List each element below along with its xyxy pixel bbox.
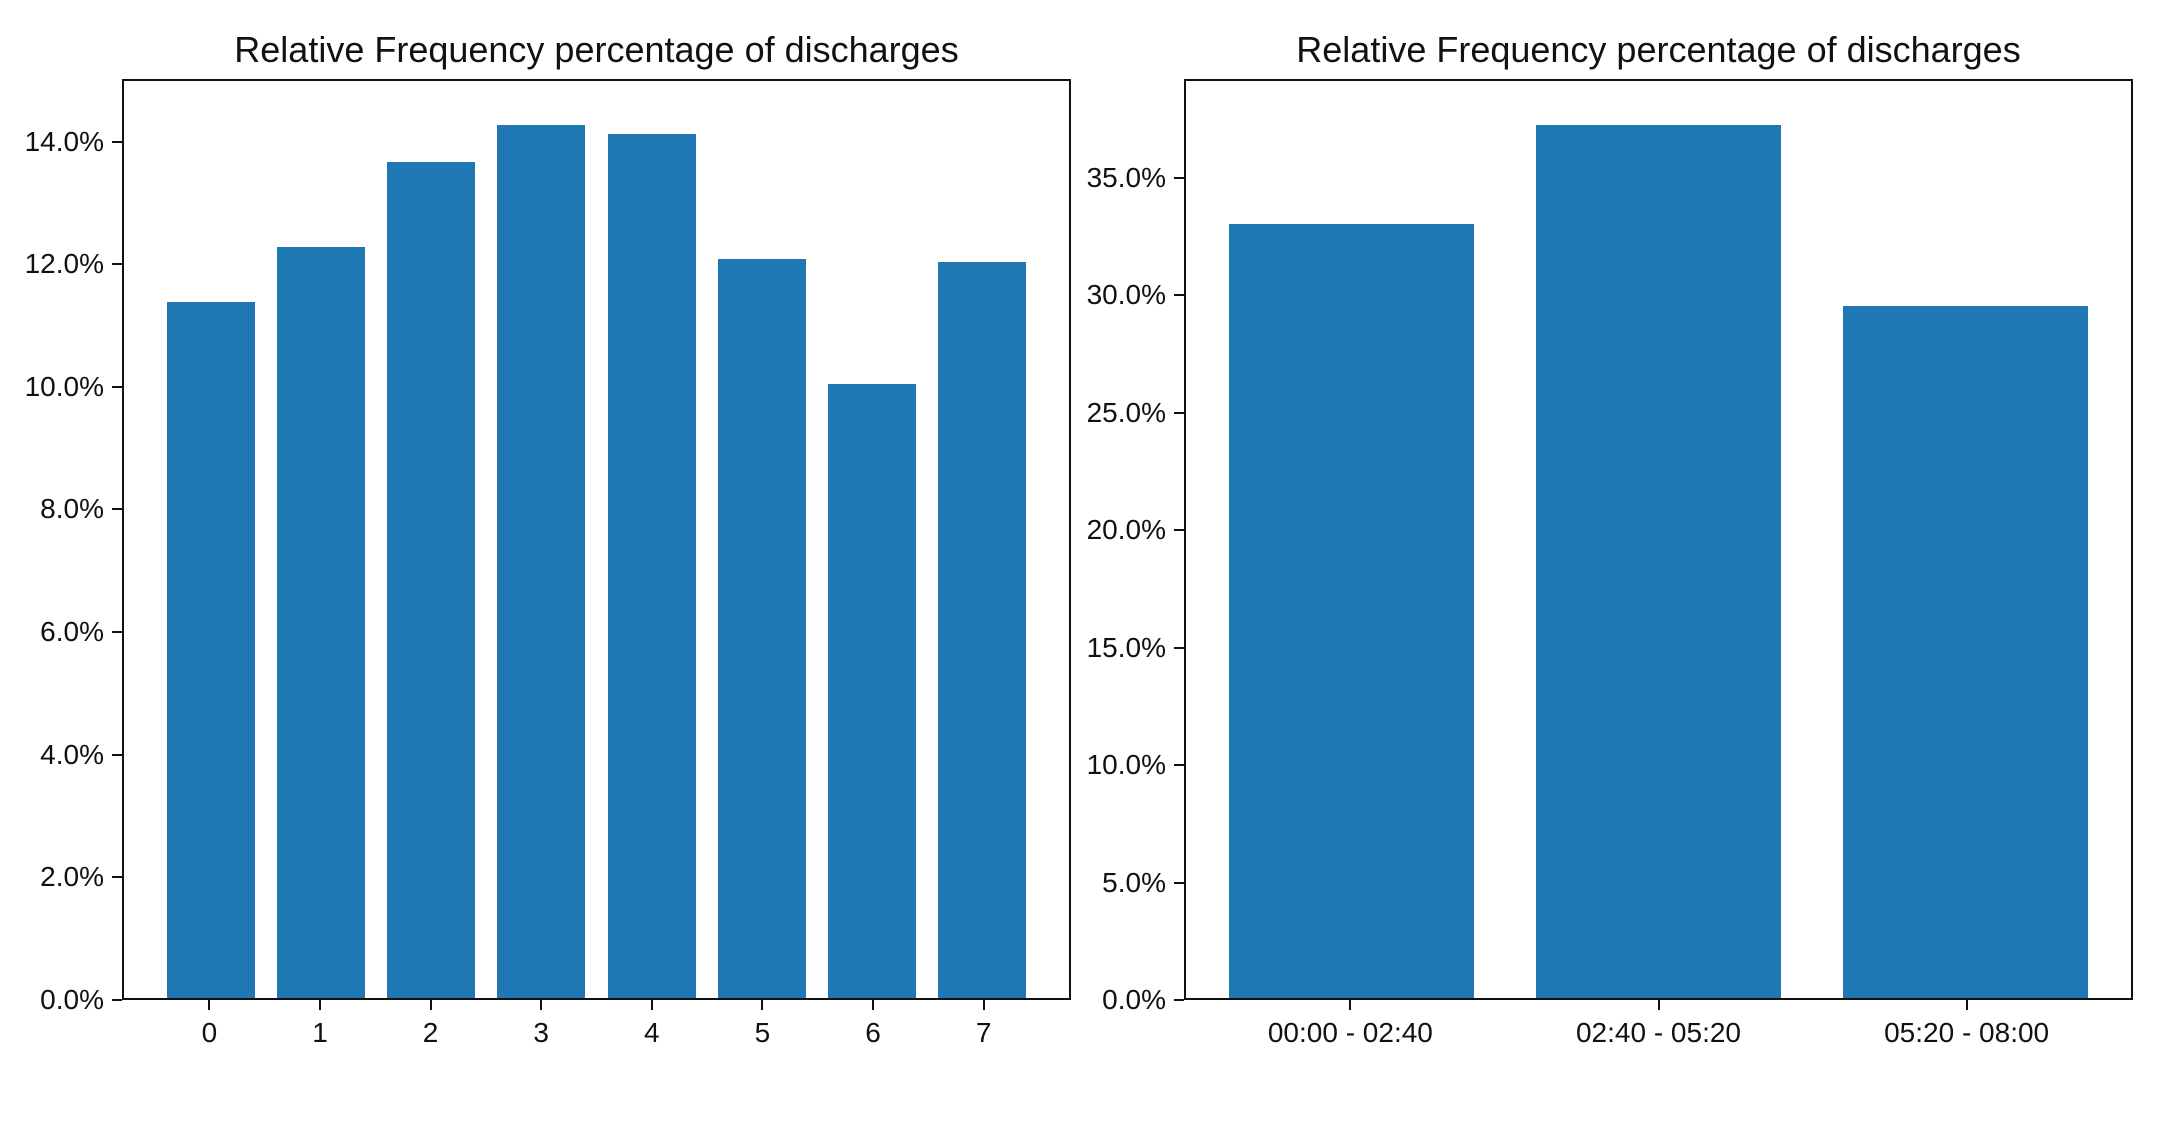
y-tick-mark — [112, 753, 122, 756]
x-tick-label: 02:40 - 05:20 — [1575, 1017, 1742, 1048]
bar-1 — [277, 247, 366, 998]
x-tick-label: 3 — [533, 1017, 549, 1048]
y-tick-mark — [1174, 999, 1184, 1001]
x-tick-label: 5 — [754, 1017, 771, 1048]
y-tick-mark — [1174, 881, 1184, 884]
y-tick-mark — [112, 999, 122, 1001]
y-tick-mark — [1174, 176, 1184, 179]
y-tick-label: 20.0% — [1086, 514, 1166, 546]
y-tick-mark — [112, 508, 122, 511]
bar-3 — [497, 124, 586, 998]
y-tick-label: 6.0% — [40, 616, 104, 648]
y-tick-mark — [112, 140, 122, 143]
y-tick-mark — [1174, 411, 1184, 414]
x-tick-label: 00:00 - 02:40 — [1267, 1017, 1433, 1048]
right-chart-plot-area — [1184, 79, 2133, 1000]
y-tick-label: 10.0% — [1086, 749, 1166, 781]
bar-4 — [607, 134, 696, 998]
left-chart-title: Relative Frequency percentage of dischar… — [234, 29, 959, 70]
y-tick-label: 25.0% — [1086, 396, 1166, 428]
y-tick-label: 12.0% — [24, 248, 104, 280]
x-tick-mark — [1349, 1000, 1352, 1010]
bar-0 — [166, 302, 256, 998]
x-tick-label: 4 — [644, 1017, 660, 1048]
right-chart-title: Relative Frequency percentage of dischar… — [1296, 29, 2021, 70]
x-tick-mark — [429, 1000, 432, 1010]
y-tick-label: 4.0% — [40, 738, 104, 770]
x-tick-mark — [761, 1000, 764, 1010]
y-tick-label: 0.0% — [40, 984, 104, 1015]
y-tick-label: 10.0% — [24, 370, 104, 402]
x-tick-mark — [982, 1000, 985, 1010]
y-tick-mark — [112, 631, 122, 634]
bar-7 — [937, 262, 1027, 998]
x-tick-label: 0 — [201, 1017, 218, 1048]
y-tick-mark — [112, 385, 122, 388]
y-tick-label: 0.0% — [1102, 984, 1166, 1015]
bar-6 — [827, 384, 916, 998]
x-tick-label: 6 — [865, 1017, 881, 1048]
x-tick-mark — [650, 1000, 653, 1010]
y-tick-mark — [1174, 764, 1184, 767]
y-tick-label: 14.0% — [24, 125, 104, 157]
x-tick-label: 05:20 - 08:00 — [1884, 1017, 2050, 1048]
y-tick-label: 15.0% — [1086, 631, 1166, 663]
y-tick-label: 35.0% — [1086, 161, 1166, 193]
bar-5 — [717, 259, 806, 998]
y-tick-mark — [1174, 646, 1184, 649]
y-tick-mark — [112, 876, 122, 879]
y-tick-mark — [112, 263, 122, 266]
x-tick-mark — [208, 1000, 211, 1010]
x-tick-label: 2 — [422, 1017, 439, 1048]
x-tick-label: 1 — [312, 1017, 328, 1048]
bar-00-00-02-40 — [1228, 223, 1475, 998]
x-tick-mark — [1657, 1000, 1660, 1010]
x-tick-mark — [1965, 1000, 1968, 1010]
x-tick-mark — [318, 1000, 321, 1010]
left-chart-plot-area — [122, 79, 1071, 1000]
bar-05-20-08-00 — [1842, 305, 2089, 998]
y-tick-label: 8.0% — [40, 493, 104, 525]
bar-02-40-05-20 — [1535, 125, 1782, 998]
y-tick-label: 2.0% — [40, 861, 104, 893]
x-tick-mark — [540, 1000, 543, 1010]
y-tick-label: 5.0% — [1102, 866, 1166, 898]
y-tick-mark — [1174, 529, 1184, 532]
x-tick-label: 7 — [975, 1017, 992, 1048]
bar-2 — [387, 161, 476, 998]
x-tick-mark — [872, 1000, 874, 1010]
y-tick-mark — [1174, 294, 1184, 297]
y-tick-label: 30.0% — [1086, 279, 1166, 311]
